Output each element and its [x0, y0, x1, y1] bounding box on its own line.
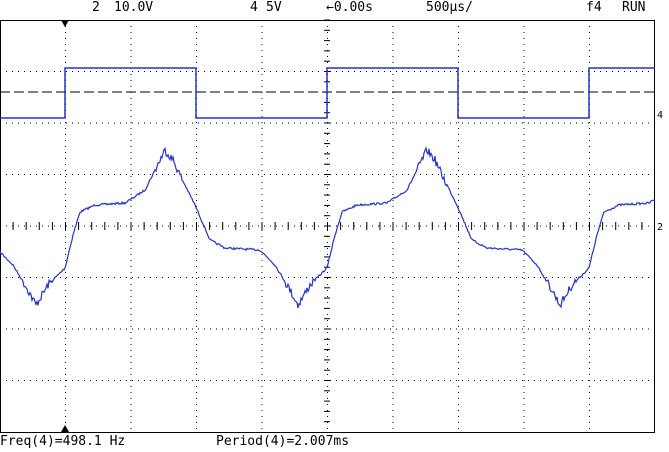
run-status: RUN [622, 0, 646, 15]
ch4-scale: 5V [266, 0, 282, 15]
ch2-scale: 10.0V [114, 0, 154, 15]
ch4-trace [0, 67, 655, 119]
ch2-trace [0, 145, 656, 309]
graticule [0, 19, 655, 432]
trigger-source: f4 [586, 0, 602, 15]
ch2-marker: 2 [657, 222, 663, 233]
period-readout: Period(4)=2.007ms [216, 434, 350, 449]
frequency-readout: Freq(4)=498.1 Hz [0, 434, 126, 449]
timebase: 500µs/ [426, 0, 473, 15]
delay: ←0.00s [326, 0, 373, 15]
trigger-marker [61, 425, 69, 432]
ch4-label: 4 [250, 0, 258, 15]
ch4-marker: 4 [657, 110, 663, 121]
ch2-label: 2 [92, 0, 100, 15]
trigger-marker [61, 20, 69, 27]
